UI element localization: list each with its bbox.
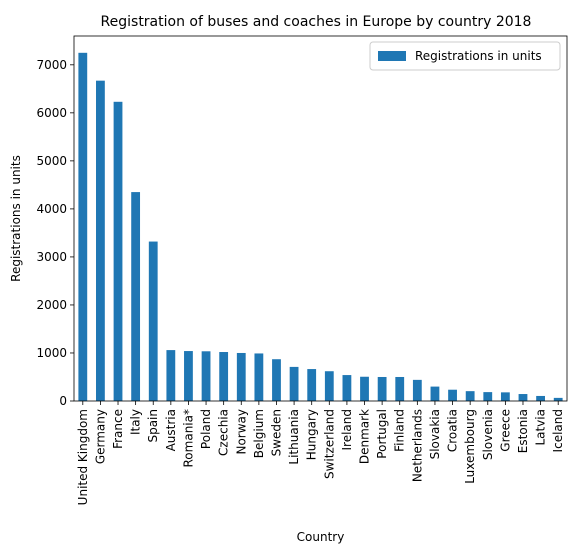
bar-france [113, 101, 123, 401]
x-tick-label: United Kingdom [76, 409, 90, 505]
x-tick-label: Hungary [305, 409, 319, 460]
y-tick-label: 1000 [36, 346, 67, 360]
x-tick-label: Belgium [252, 409, 266, 458]
x-tick-label: Czechia [217, 409, 231, 456]
plot-frame [73, 35, 568, 402]
x-axis: United Kingdom Germany France Italy Spain Aus… [76, 401, 565, 505]
x-tick-label: Portugal [375, 409, 389, 459]
x-tick-label: Slovenia [481, 409, 495, 460]
bar-greece [500, 392, 510, 401]
bar-slovakia [430, 386, 440, 401]
x-tick-label: Switzerland [322, 409, 336, 479]
x-tick-label: Italy [129, 409, 143, 435]
y-tick-label: 4000 [36, 202, 67, 216]
x-tick-label: Estonia [516, 409, 530, 453]
x-tick-label: Greece [498, 409, 512, 452]
bar-ireland [342, 375, 352, 401]
bar-latvia [536, 395, 545, 401]
bar-spain [148, 241, 158, 401]
bar-lithuania [289, 366, 299, 401]
x-tick-label: Latvia [534, 409, 548, 446]
y-axis-title: Registrations in units [9, 155, 23, 282]
x-tick-label: Austria [164, 409, 178, 451]
bar-united-kingdom [78, 52, 88, 402]
legend-swatch [378, 51, 406, 61]
bar-slovenia [483, 392, 493, 401]
bar-hungary [307, 369, 317, 401]
y-tick-label: 6000 [36, 106, 67, 120]
legend: Registrations in units [369, 41, 561, 71]
x-tick-label: Ireland [340, 409, 354, 451]
y-tick-label: 7000 [36, 58, 67, 72]
bar-norway [236, 352, 246, 401]
x-tick-label: Iceland [551, 409, 565, 452]
bars-group [78, 52, 563, 402]
bar-iceland [553, 397, 563, 401]
x-tick-label: Slovakia [428, 409, 442, 459]
bar-germany [96, 80, 105, 401]
x-tick-label: Romania* [181, 409, 195, 467]
y-axis: 0 1000 2000 3000 4000 5000 6000 7000 [36, 58, 74, 408]
x-tick-label: Sweden [269, 409, 283, 456]
x-tick-label: Norway [234, 409, 248, 455]
x-tick-label: Lithuania [287, 409, 301, 465]
x-tick-label: France [111, 409, 125, 449]
x-tick-label: Netherlands [410, 409, 424, 482]
bar-luxembourg [465, 391, 475, 401]
bar-italy [131, 192, 141, 401]
bar-denmark [360, 376, 369, 401]
y-tick-label: 2000 [36, 298, 67, 312]
bar-estonia [518, 394, 528, 401]
x-tick-label: Denmark [358, 409, 372, 464]
y-tick-label: 5000 [36, 154, 67, 168]
bar-finland [395, 376, 405, 401]
bar-croatia [448, 389, 457, 401]
bar-belgium [254, 353, 264, 401]
x-axis-title: Country [297, 530, 345, 544]
x-tick-label: Croatia [446, 409, 460, 452]
x-tick-label: Spain [146, 409, 160, 443]
bar-czechia [219, 352, 229, 401]
chart-title: Registration of buses and coaches in Eur… [101, 14, 532, 30]
y-tick-label: 0 [59, 394, 67, 408]
bar-austria [166, 350, 176, 401]
bar-romania [184, 351, 193, 401]
x-tick-label: Finland [393, 409, 407, 452]
bar-poland [201, 351, 211, 401]
legend-box [369, 41, 561, 71]
x-tick-label: Luxembourg [463, 409, 477, 484]
x-tick-label: Germany [93, 409, 107, 464]
bar-netherlands [412, 379, 422, 401]
bar-sweden [272, 359, 281, 401]
bar-portugal [377, 376, 387, 401]
x-tick-label: Poland [199, 409, 213, 449]
bar-switzerland [324, 371, 334, 401]
y-tick-label: 3000 [36, 250, 67, 264]
legend-label: Registrations in units [415, 49, 542, 63]
